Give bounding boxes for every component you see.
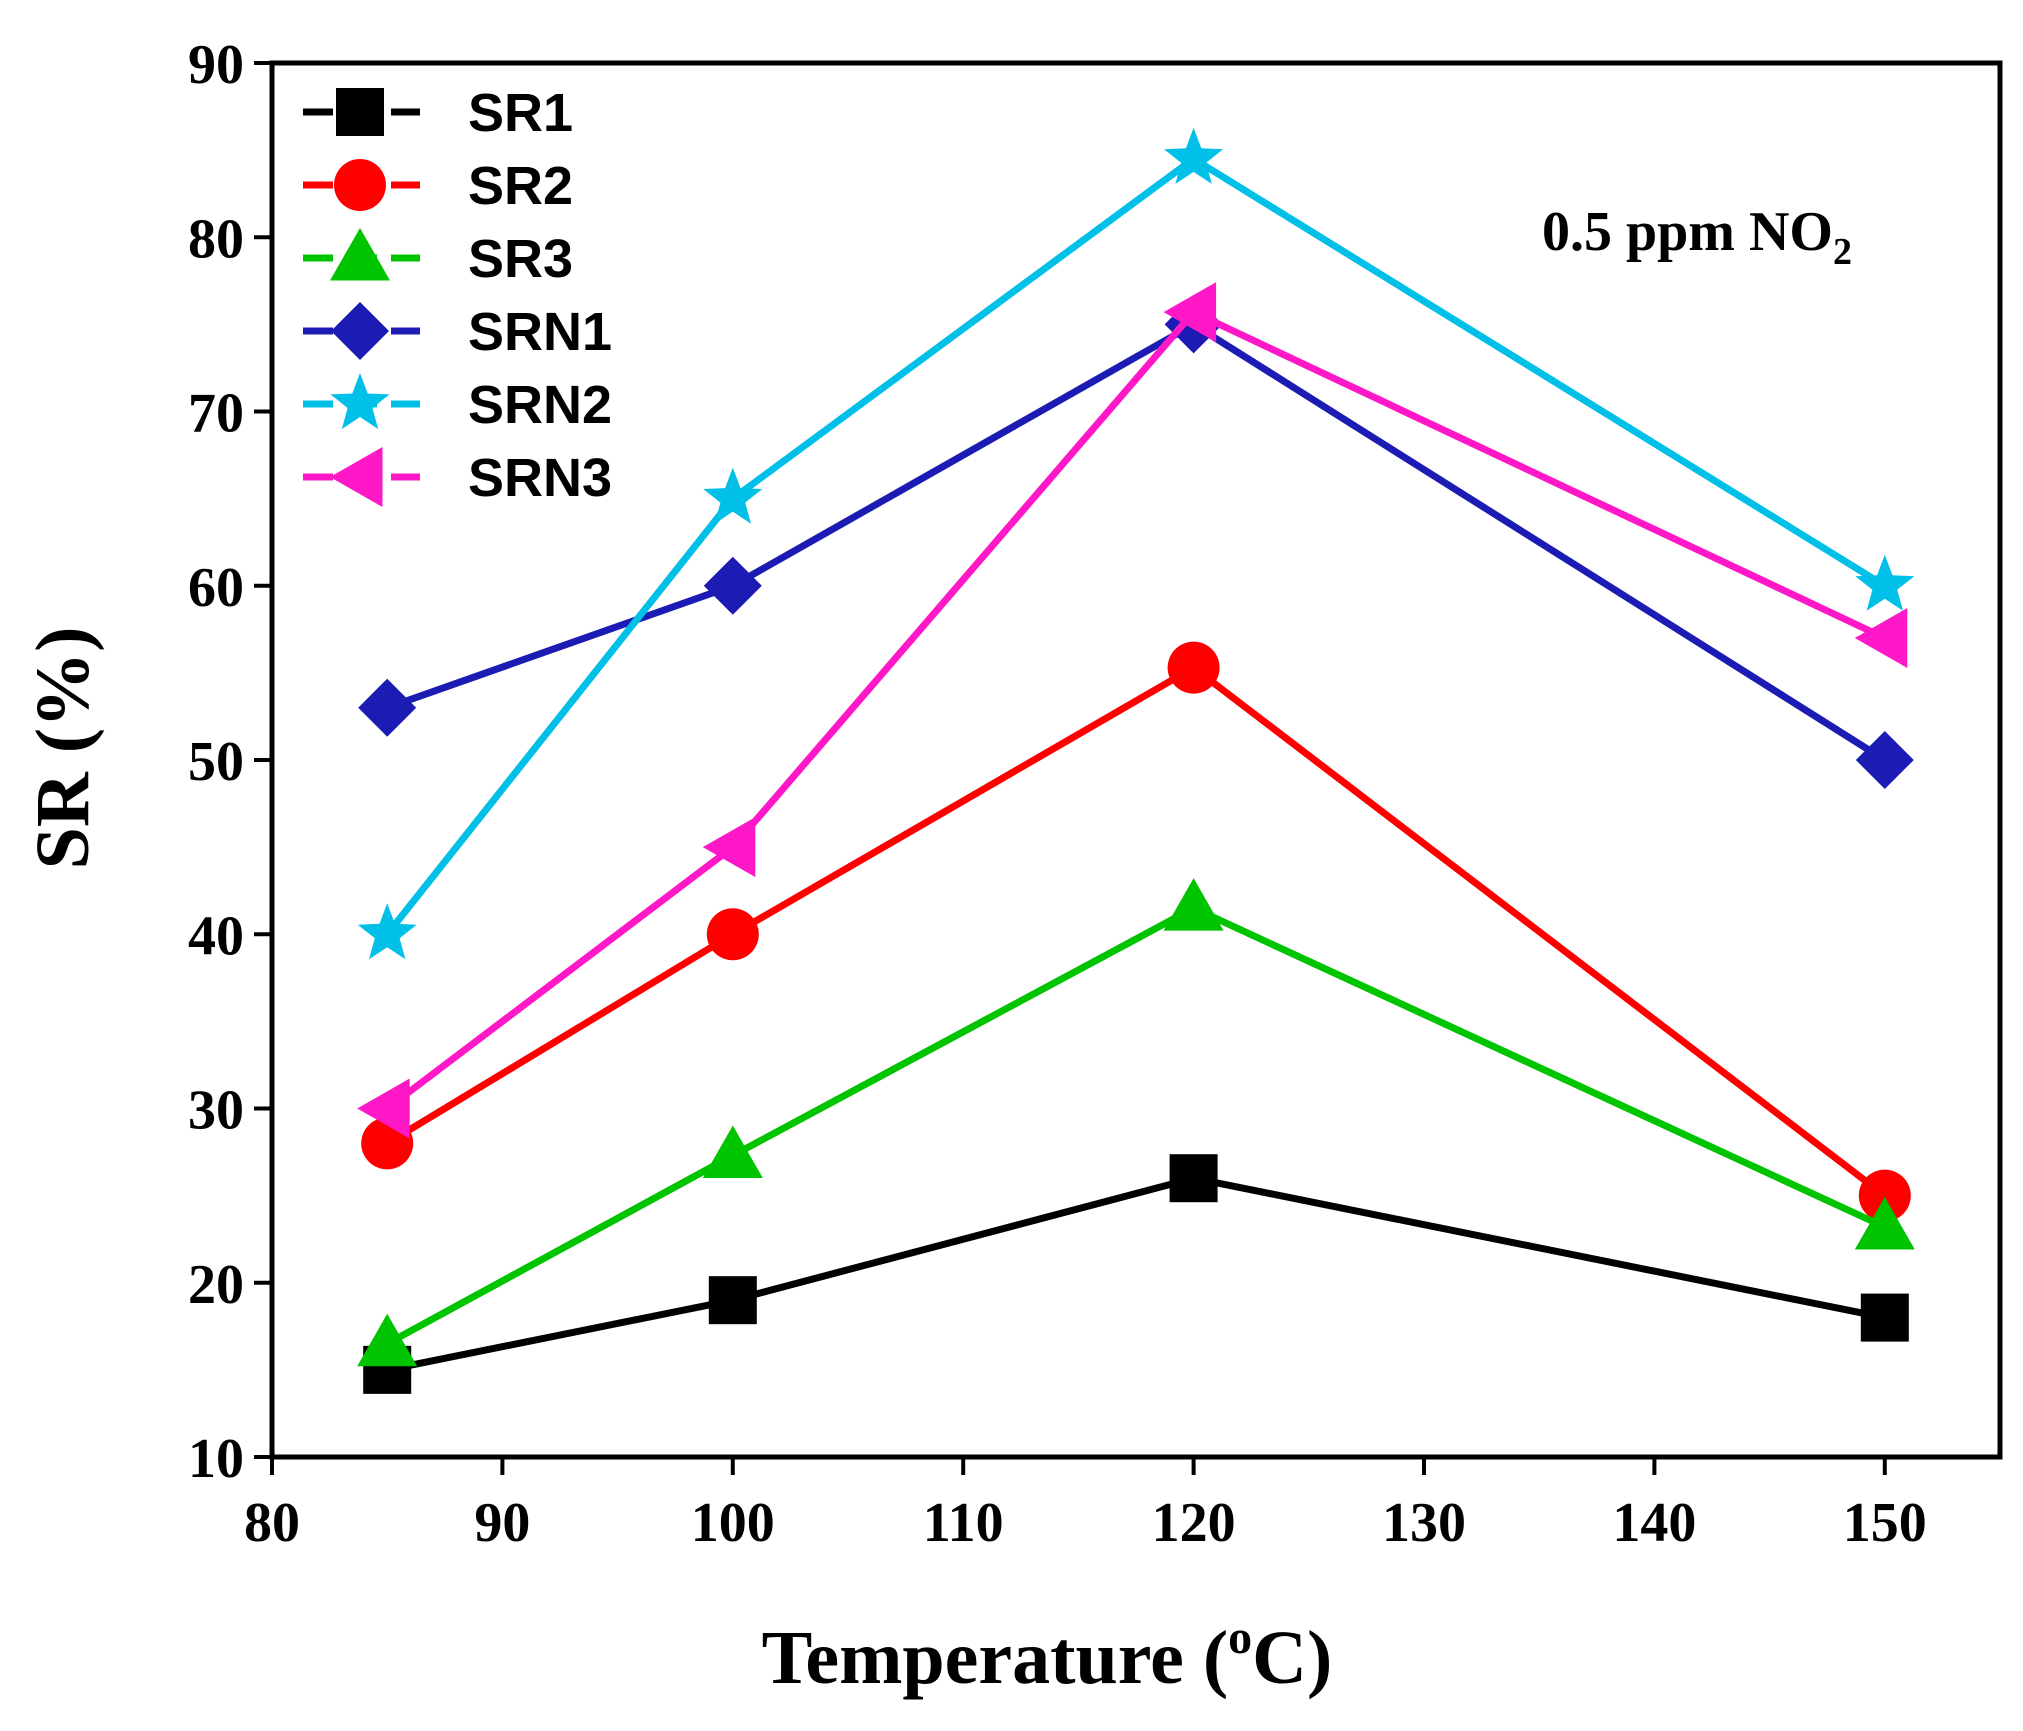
data-point-sr3 xyxy=(702,1125,763,1179)
legend-label: SR1 xyxy=(468,83,573,143)
legend-label: SR3 xyxy=(468,229,573,289)
data-point-srn2 xyxy=(357,903,417,960)
axes-layer: 80 90 100 110 120 130 140 150 10 20 30 40 50 60 70 80 90 xyxy=(188,34,2003,1554)
y-tick-label: 90 xyxy=(188,34,244,96)
series-srn3 xyxy=(357,282,1908,1139)
y-tick-label: 80 xyxy=(188,208,244,270)
x-axis-title: Temperature (oC) xyxy=(762,1611,1333,1700)
legend-item-srn1: SRN1 xyxy=(300,302,612,362)
series-sr1 xyxy=(363,1154,1909,1394)
data-point-srn2 xyxy=(703,467,763,524)
legend-marker xyxy=(330,447,383,507)
data-point-srn3 xyxy=(1163,282,1217,343)
annotation-label: 0.5 ppm NO2 xyxy=(1542,201,1852,273)
series-line-sr1 xyxy=(386,1174,1886,1374)
legend: SR1 SR2 SR3 SRN1 SRN2 SRN3 xyxy=(300,83,612,508)
data-point-srn3 xyxy=(702,817,756,878)
y-tick-label: 30 xyxy=(188,1080,244,1142)
data-point-sr2 xyxy=(706,908,759,961)
data-point-sr3 xyxy=(1854,1196,1915,1250)
legend-marker xyxy=(334,159,386,211)
data-point-srn2 xyxy=(1855,554,1915,611)
data-point-sr1 xyxy=(1860,1293,1909,1342)
legend-item-sr1: SR1 xyxy=(300,83,573,143)
series-line-srn1 xyxy=(386,320,1887,763)
y-tick-label: 50 xyxy=(188,731,244,793)
y-tick-label: 70 xyxy=(188,383,244,445)
legend-label: SRN3 xyxy=(468,448,612,508)
series-srn1 xyxy=(358,295,1914,789)
y-tick-label: 10 xyxy=(188,1428,244,1490)
data-point-srn1 xyxy=(1855,731,1914,789)
series-sr3 xyxy=(357,878,1915,1367)
legend-item-sr2: SR2 xyxy=(300,156,573,216)
legend-marker xyxy=(331,302,389,360)
y-tick-label: 40 xyxy=(188,905,244,967)
y-axis-title: SR (%) xyxy=(21,627,105,870)
data-point-srn3 xyxy=(1854,608,1908,669)
x-tick-label: 140 xyxy=(1612,1492,1696,1554)
legend-marker xyxy=(330,373,390,430)
legend-marker xyxy=(330,228,390,281)
data-point-sr1 xyxy=(1169,1154,1218,1203)
x-tick-label: 110 xyxy=(923,1492,1004,1554)
series-srn2 xyxy=(357,127,1915,960)
legend-item-sr3: SR3 xyxy=(300,228,573,289)
y-tick-label: 20 xyxy=(188,1254,244,1316)
legend-item-srn3: SRN3 xyxy=(300,447,612,508)
x-tick-label: 100 xyxy=(691,1492,775,1554)
data-point-srn1 xyxy=(358,678,417,737)
x-tick-label: 120 xyxy=(1152,1492,1236,1554)
y-tick-label: 60 xyxy=(188,557,244,619)
data-point-srn1 xyxy=(703,556,762,615)
series-line-sr3 xyxy=(385,904,1887,1347)
series-line-srn3 xyxy=(385,308,1887,1112)
x-tick-label: 130 xyxy=(1382,1492,1466,1554)
series-line-sr2 xyxy=(385,664,1887,1199)
legend-label: SR2 xyxy=(468,156,573,216)
series-line-srn2 xyxy=(384,155,1887,937)
data-point-sr3 xyxy=(357,1313,418,1367)
data-point-sr1 xyxy=(708,1276,757,1325)
series-layer xyxy=(357,127,1915,1394)
data-point-srn2 xyxy=(1164,127,1224,184)
x-tick-label: 90 xyxy=(474,1492,530,1554)
data-point-sr3 xyxy=(1163,878,1224,931)
x-tick-label: 80 xyxy=(244,1492,300,1554)
data-point-srn3 xyxy=(357,1078,410,1139)
legend-item-srn2: SRN2 xyxy=(300,373,612,435)
legend-label: SRN1 xyxy=(468,302,612,362)
legend-label: SRN2 xyxy=(468,375,612,435)
legend-marker xyxy=(336,88,384,136)
x-tick-label: 150 xyxy=(1843,1492,1927,1554)
data-point-sr2 xyxy=(1167,641,1220,694)
data-point-sr2 xyxy=(1858,1169,1911,1222)
